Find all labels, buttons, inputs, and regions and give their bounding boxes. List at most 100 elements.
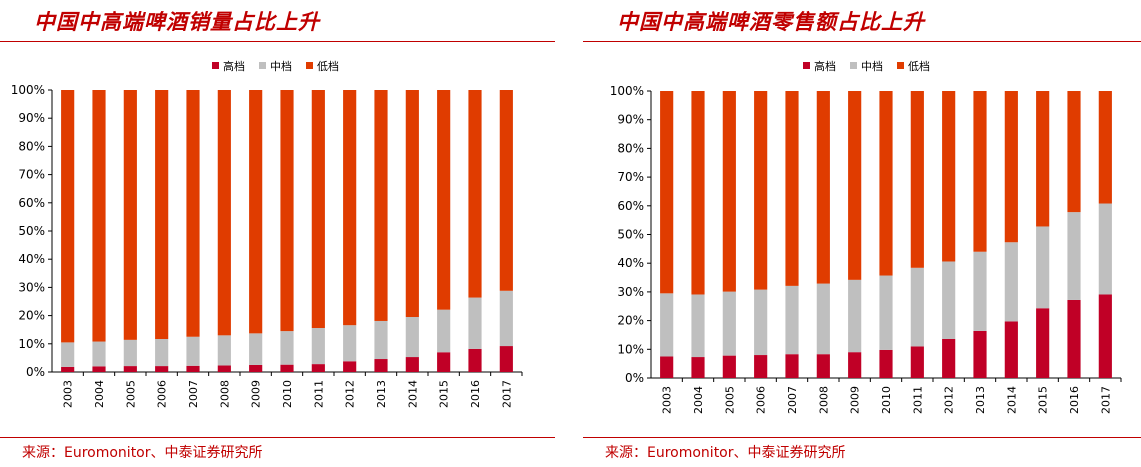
bar-segment-mid — [942, 261, 956, 339]
bar-segment-mid — [437, 309, 451, 353]
bar-segment-low — [468, 90, 482, 298]
bar-segment-high — [942, 338, 956, 378]
bar-segment-low — [92, 90, 106, 342]
bar-segment-high — [1067, 299, 1081, 378]
bar-segment-low — [722, 91, 736, 292]
y-tick-label: 100% — [610, 84, 644, 98]
bar-segment-mid — [499, 290, 513, 347]
y-tick-label: 20% — [617, 314, 644, 328]
bar-segment-high — [1004, 321, 1018, 378]
bar-segment-mid — [910, 267, 924, 347]
x-tick-label: 2009 — [250, 380, 263, 408]
bar-segment-low — [1098, 91, 1112, 204]
bar-segment-high — [1036, 308, 1050, 378]
legend-swatch — [212, 62, 219, 69]
bar-segment-mid — [1067, 212, 1081, 300]
bar-segment-high — [816, 354, 830, 378]
x-tick-label: 2011 — [312, 380, 325, 408]
y-tick-label: 40% — [18, 252, 45, 266]
y-tick-label: 30% — [617, 285, 644, 299]
legend: 高档 中档 低档 — [803, 59, 930, 73]
bar-segment-low — [186, 90, 200, 337]
bar-segment-high — [722, 355, 736, 378]
x-tick-label: 2012 — [943, 386, 956, 414]
bar-segment-high — [374, 359, 388, 372]
bar-segment-high — [61, 366, 75, 372]
bar-segment-mid — [879, 275, 893, 350]
x-tick-label: 2013 — [375, 380, 388, 408]
x-tick-label: 2005 — [124, 380, 137, 408]
legend-swatch — [897, 62, 904, 69]
bar-segment-low — [1067, 91, 1081, 213]
bar-segment-high — [973, 330, 987, 378]
bar-segment-low — [973, 91, 987, 252]
y-tick-label: 0% — [625, 371, 644, 385]
y-tick-label: 60% — [18, 196, 45, 210]
x-tick-label: 2005 — [723, 386, 736, 414]
x-tick-label: 2009 — [849, 386, 862, 414]
bar-segment-low — [499, 90, 513, 291]
x-tick-label: 2006 — [755, 386, 768, 414]
bar-segment-mid — [155, 339, 169, 367]
bar-segment-high — [1098, 294, 1112, 378]
legend-label: 高档 — [814, 59, 836, 73]
legend-label: 中档 — [861, 59, 883, 73]
x-tick-label: 2011 — [911, 386, 924, 414]
bar-segment-mid — [123, 339, 137, 367]
bar-segment-mid — [973, 251, 987, 331]
bar-segment-low — [61, 90, 75, 343]
bar-segment-high — [499, 346, 513, 372]
x-tick-label: 2015 — [438, 380, 451, 408]
bar-segment-low — [942, 91, 956, 262]
stacked-bar-chart-value: 高档 中档 低档 0% 10% 20% 30% 40% 50% 60% 70% 80% 90% 100% 2… — [610, 59, 1122, 414]
legend-label: 低档 — [317, 59, 339, 73]
stacked-bar-chart-volume: 高档 中档 低档 0% 10% 20% 30% 40% 50% 60% 70% 80% 90% 100% 2… — [11, 59, 523, 408]
bar-segment-low — [311, 90, 325, 329]
x-tick-label: 2008 — [218, 380, 231, 408]
bar-segment-mid — [280, 331, 294, 365]
y-tick-label: 10% — [617, 342, 644, 356]
x-tick-label: 2014 — [406, 380, 419, 408]
x-tick-label: 2015 — [1037, 386, 1050, 414]
bar-segment-low — [437, 90, 451, 310]
legend-label: 高档 — [223, 59, 245, 73]
bar-segment-high — [280, 364, 294, 372]
x-tick-label: 2006 — [156, 380, 169, 408]
bar-segment-high — [691, 357, 705, 378]
bar-segment-low — [405, 90, 419, 318]
bar-segment-mid — [754, 289, 768, 356]
bar-segment-low — [343, 90, 357, 326]
bar-segment-high — [405, 357, 419, 372]
bar-segment-mid — [311, 328, 325, 365]
x-tick-label: 2012 — [344, 380, 357, 408]
x-tick-label: 2017 — [1099, 386, 1112, 414]
bar-segment-high — [343, 361, 357, 372]
y-tick-label: 70% — [617, 170, 644, 184]
bar-segment-mid — [691, 294, 705, 358]
x-tick-label: 2003 — [62, 380, 75, 408]
bar-segment-low — [910, 91, 924, 268]
legend: 高档 中档 低档 — [212, 59, 339, 73]
legend-swatch — [306, 62, 313, 69]
bar-segment-mid — [468, 297, 482, 349]
bar-segment-low — [848, 91, 862, 280]
bar-segment-high — [437, 352, 451, 372]
y-tick-label: 20% — [18, 309, 45, 323]
bar-segment-low — [249, 90, 263, 334]
bar-segment-high — [311, 364, 325, 372]
bar-segment-mid — [61, 342, 75, 367]
y-tick-label: 80% — [18, 139, 45, 153]
y-tick-label: 50% — [18, 224, 45, 238]
bar-segment-low — [374, 90, 388, 321]
chart-title: 中国中高端啤酒零售额占比上升 — [617, 9, 925, 34]
x-tick-label: 2003 — [661, 386, 674, 414]
bar-segment-mid — [1004, 242, 1018, 322]
x-tick-label: 2017 — [500, 380, 513, 408]
bar-segment-low — [1004, 91, 1018, 243]
source-divider — [0, 437, 555, 438]
bar-segment-mid — [92, 341, 106, 367]
x-tick-label: 2010 — [281, 380, 294, 408]
bar-segment-high — [217, 365, 231, 372]
x-tick-label: 2014 — [1005, 386, 1018, 414]
panel-retail-value: 中国中高端啤酒零售额占比上升 高档 中档 低档 0% 10% 20% 30% 40% 50% 60… — [583, 0, 1141, 467]
